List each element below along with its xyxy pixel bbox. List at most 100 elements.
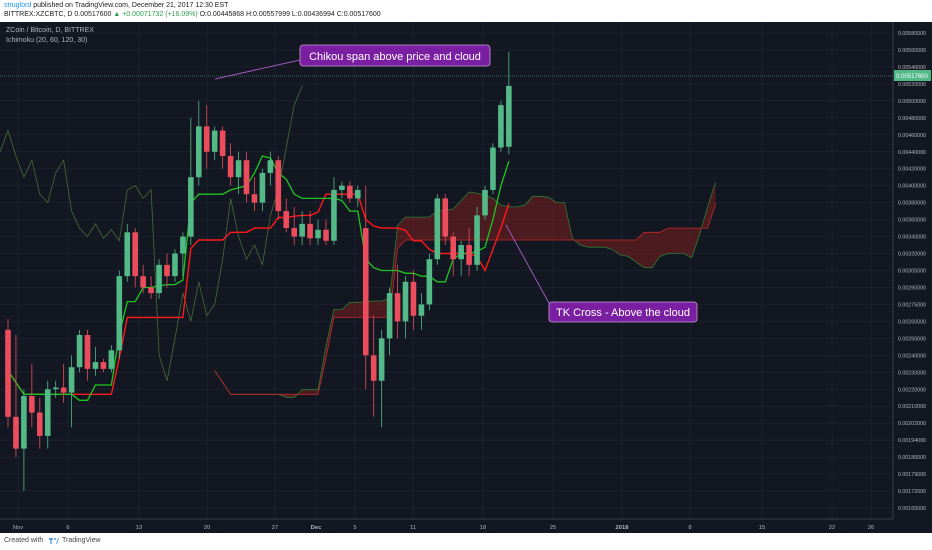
price-tick-label: 0.00240000 (898, 353, 926, 359)
candle-body (243, 160, 250, 195)
candle (100, 358, 107, 373)
candle (13, 334, 19, 458)
candle-body (490, 147, 496, 190)
price-tick-label: 0.00220000 (898, 387, 926, 393)
candle (76, 329, 83, 373)
price-axis[interactable] (893, 22, 932, 519)
chart-header: struglord published on TradingView.com, … (0, 0, 932, 22)
candle (251, 177, 258, 212)
price-tick-label: 0.00230000 (898, 370, 926, 376)
candle (156, 259, 162, 299)
candle (84, 329, 91, 381)
candle-body (227, 155, 234, 178)
candle (219, 126, 226, 169)
kijun-line (7, 193, 510, 395)
candle-body (267, 160, 274, 173)
candle-body (180, 236, 186, 254)
candle (362, 185, 369, 390)
symbol-line: BITTREX:XZCBTC, D 0.00517600 ▲ +0.000717… (4, 11, 381, 18)
last-price-tag (894, 70, 931, 81)
candle (172, 249, 178, 282)
candle (196, 100, 202, 186)
candle (323, 219, 329, 246)
time-tick-label: 2018 (616, 525, 630, 531)
candle (68, 355, 75, 428)
candle (331, 177, 337, 246)
chart-area[interactable]: 0.00580000 0.00560000 0.00540000 0.00520000… (0, 22, 932, 533)
price-tick-label: 0.00320000 (898, 252, 926, 258)
annotation-1-box[interactable] (299, 44, 491, 67)
candle (235, 151, 242, 195)
candle-body (307, 223, 313, 239)
candle-body (410, 281, 417, 316)
annotation-2-text: TK Cross - Above the cloud (556, 307, 690, 319)
candle-body (211, 130, 218, 152)
candle-body (68, 367, 75, 393)
time-tick-label: 13 (136, 525, 142, 531)
price-axis-labels: 0.00580000 0.00560000 0.00540000 0.00520000… (898, 31, 926, 512)
candles (5, 51, 512, 492)
candle-body (37, 412, 43, 436)
time-tick-label: 25 (550, 525, 556, 531)
chikou-span (0, 85, 303, 381)
annotation-1-text: Chikou span above price and cloud (309, 51, 481, 63)
last-price-tag-text: 0.00517600 (896, 74, 928, 80)
annotation-2-box[interactable] (548, 301, 698, 323)
price-tick-label: 0.00400000 (898, 184, 926, 190)
candle-body (299, 223, 305, 237)
price-change: ▲ +0.00071732 (+16.09%) (113, 11, 198, 18)
price-tick-label: 0.00380000 (898, 201, 926, 207)
tradingview-brand[interactable]: TradingView (62, 537, 101, 544)
candle-body (140, 276, 146, 288)
price-tick-label: 0.00210000 (898, 404, 926, 410)
chart-title: ZCoin / Bitcoin, D, BITTREX (6, 27, 94, 34)
candle (458, 240, 464, 277)
candle (21, 389, 27, 492)
candle-body (44, 389, 51, 436)
time-axis[interactable] (0, 519, 932, 533)
candle-body (434, 198, 441, 260)
candle (124, 223, 131, 282)
candle (378, 329, 385, 428)
price-tick-label: 0.00260000 (898, 319, 926, 325)
price-tick-label: 0.00186000 (898, 455, 926, 461)
candle-body (84, 334, 91, 369)
time-tick-label: 26 (868, 525, 874, 531)
candle-body (506, 85, 512, 147)
created-with-text: Created with (4, 537, 44, 544)
time-tick-label: 20 (204, 525, 210, 531)
candle-body (347, 185, 353, 199)
candle-body (291, 228, 297, 237)
price-tick-label: 0.00275000 (898, 302, 926, 308)
candle-body (76, 334, 83, 368)
time-tick-label: 27 (272, 525, 278, 531)
candle (267, 151, 274, 186)
annotation-2-pointer (505, 224, 551, 306)
candle-body (466, 245, 472, 265)
candle-body (402, 281, 409, 322)
ichimoku-lines (7, 155, 510, 401)
publish-line: struglord published on TradingView.com, … (4, 2, 228, 9)
candle-body (116, 276, 123, 351)
candle-body (21, 396, 27, 449)
candle (116, 270, 123, 359)
candle-body (362, 228, 369, 356)
author-link[interactable]: struglord (4, 2, 32, 9)
candle (442, 194, 449, 246)
cloud-fill (214, 182, 716, 398)
time-tick-label: 18 (480, 525, 486, 531)
candle (498, 100, 504, 152)
candle (307, 211, 313, 246)
candle-body (132, 232, 138, 277)
candle-body (29, 396, 35, 413)
time-tick-label: Dec (311, 525, 322, 531)
tenkan-line (7, 155, 510, 401)
candle-body (5, 329, 11, 417)
candle (227, 143, 234, 186)
candle (5, 319, 11, 428)
senkou-span-b (214, 203, 716, 395)
time-tick-label: Nov (13, 525, 23, 531)
price-tick-label: 0.00305000 (898, 269, 926, 275)
price-tick-label: 0.00420000 (898, 167, 926, 173)
candle-body (323, 229, 329, 241)
